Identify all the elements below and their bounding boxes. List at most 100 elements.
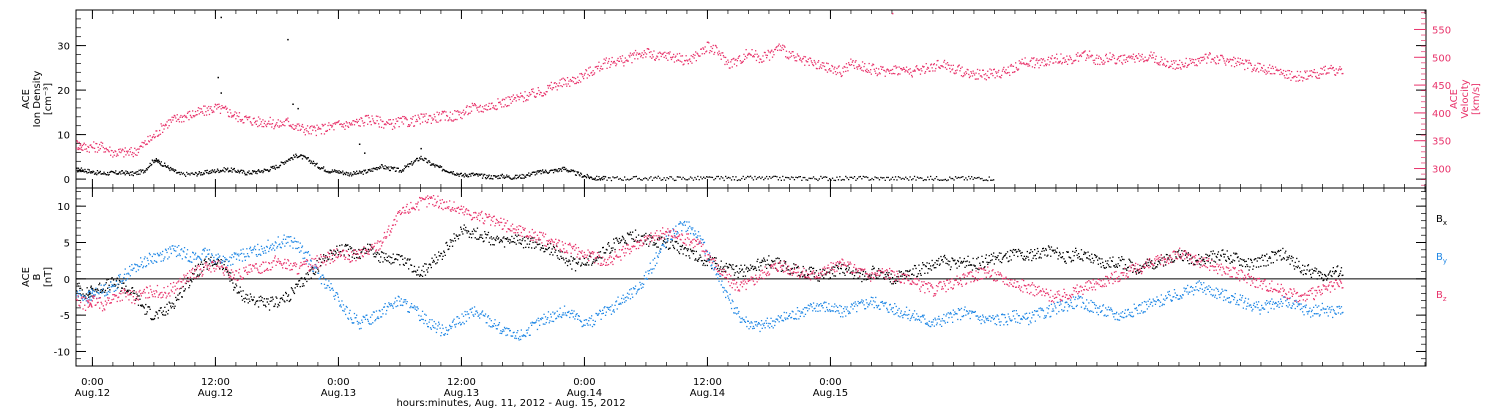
data-point (943, 179, 944, 180)
data-point (788, 58, 789, 59)
data-point (672, 245, 673, 246)
data-point (1071, 260, 1072, 261)
data-point (290, 299, 291, 300)
data-point (730, 61, 731, 62)
data-point (331, 172, 332, 173)
data-point (254, 297, 255, 298)
data-point (269, 170, 270, 171)
data-point (922, 262, 923, 263)
data-point (964, 73, 965, 74)
data-point (514, 177, 515, 178)
data-point (307, 125, 308, 126)
data-point (1275, 67, 1276, 68)
data-point (1100, 57, 1101, 58)
data-point (722, 177, 723, 178)
data-point (975, 268, 976, 269)
data-point (910, 72, 911, 73)
data-point (339, 245, 340, 246)
data-point (1019, 60, 1020, 61)
data-point (807, 61, 808, 62)
data-point (736, 265, 737, 266)
data-point (255, 302, 256, 303)
data-point (1137, 58, 1138, 59)
data-point (1271, 262, 1272, 263)
data-point (472, 233, 473, 234)
data-point (538, 172, 539, 173)
data-point (491, 103, 492, 104)
data-point (956, 72, 957, 73)
data-point (396, 170, 397, 171)
data-point (158, 317, 159, 318)
data-point (171, 122, 172, 123)
data-point (612, 247, 613, 248)
data-point (886, 177, 887, 178)
data-point (274, 126, 275, 127)
data-point (1284, 258, 1285, 259)
data-point (898, 73, 899, 74)
data-point (237, 170, 238, 171)
data-point (86, 148, 87, 149)
data-point (769, 176, 770, 177)
data-point (254, 118, 255, 119)
data-point (664, 52, 665, 53)
data-point (857, 68, 858, 69)
data-point (1033, 57, 1034, 58)
data-point (1077, 56, 1078, 57)
data-point (1307, 78, 1308, 79)
data-point (920, 177, 921, 178)
data-point (461, 118, 462, 119)
data-point (137, 171, 138, 172)
data-point (420, 158, 421, 159)
data-point (1213, 250, 1214, 251)
data-point (662, 179, 663, 180)
data-point (553, 87, 554, 88)
data-point (439, 112, 440, 113)
data-point (342, 124, 343, 125)
data-point (546, 91, 547, 92)
data-point (834, 67, 835, 68)
data-point (787, 57, 788, 58)
data-point (528, 247, 529, 248)
data-point (431, 117, 432, 118)
data-point (156, 158, 157, 159)
data-point (583, 264, 584, 265)
data-point (1159, 261, 1160, 262)
data-point (759, 176, 760, 177)
data-point (1129, 260, 1130, 261)
data-point (964, 74, 965, 75)
data-point (726, 61, 727, 62)
data-point (699, 55, 700, 56)
data-point (160, 164, 161, 165)
data-point (119, 280, 120, 281)
data-point (305, 134, 306, 135)
data-point (1063, 252, 1064, 253)
data-point (416, 274, 417, 275)
data-point (1182, 64, 1183, 65)
data-point (903, 67, 904, 68)
data-point (1175, 256, 1176, 257)
data-point (382, 261, 383, 262)
data-point (1164, 64, 1165, 65)
data-point (895, 176, 896, 177)
data-point (878, 268, 879, 269)
data-point (1213, 261, 1214, 262)
data-point (653, 50, 654, 51)
data-point (1073, 260, 1074, 261)
data-point (448, 248, 449, 249)
data-point (646, 53, 647, 54)
data-point (252, 170, 253, 171)
data-point (76, 295, 77, 296)
data-point (318, 270, 319, 271)
data-point (1274, 73, 1275, 74)
data-point (805, 56, 806, 57)
data-point (284, 164, 285, 165)
data-point (445, 111, 446, 112)
data-point (131, 292, 132, 293)
data-point (938, 258, 939, 259)
data-point (245, 298, 246, 299)
data-point (820, 66, 821, 67)
data-point (697, 176, 698, 177)
data-point (277, 306, 278, 307)
data-point-outlier (364, 152, 366, 154)
data-point (423, 266, 424, 267)
